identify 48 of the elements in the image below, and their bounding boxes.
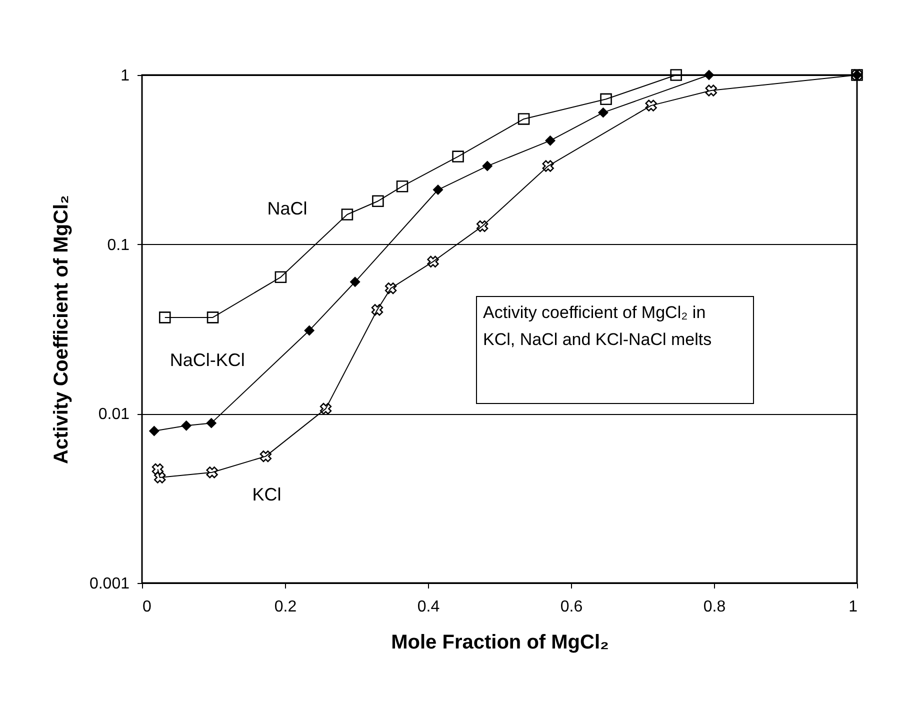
point: [154, 472, 166, 484]
point: [600, 93, 612, 106]
point: [181, 420, 192, 431]
series-label: NaCl-KCl: [170, 350, 245, 370]
point: [598, 107, 608, 118]
point: [206, 312, 219, 324]
point: [158, 312, 171, 324]
point: [427, 256, 439, 268]
point: [152, 463, 164, 476]
point: [432, 184, 444, 196]
point: [372, 195, 384, 207]
point: [350, 276, 360, 288]
x-tick-label: 0.4: [417, 598, 440, 616]
y-tick-label: 0.1: [107, 236, 130, 254]
point: [476, 220, 488, 232]
x-tick-label: 0: [142, 598, 152, 616]
point: [396, 180, 408, 192]
point: [260, 450, 272, 462]
point: [341, 208, 354, 220]
point: [304, 325, 315, 336]
point: [518, 113, 530, 125]
point: [542, 160, 554, 172]
x-tick-label: 0.8: [703, 598, 726, 616]
point: [705, 84, 717, 96]
point: [704, 70, 714, 80]
x-tick-label: 0.6: [560, 598, 583, 616]
series-label: KCl: [252, 484, 282, 504]
x-axis-title: Mole Fraction of MgCl₂: [391, 632, 609, 654]
point: [384, 282, 397, 294]
y-tick-label: 1: [120, 68, 130, 84]
point: [482, 160, 493, 172]
point: [274, 271, 287, 284]
text-box: Activity coefficient of MgCl₂ in KCl, NaCl and KCl-NaCl melts: [476, 296, 754, 404]
x-tick-label: 1: [848, 598, 858, 616]
point: [670, 69, 682, 81]
point: [371, 304, 384, 316]
y-axis-title: Activity Coefficient of MgCl₂: [50, 195, 72, 464]
series-label: NaCl: [267, 198, 308, 219]
y-tick-label: 0.01: [98, 406, 130, 424]
y-tick-label: 0.001: [89, 576, 130, 592]
point: [645, 100, 657, 112]
point: [148, 426, 160, 436]
point: [206, 418, 217, 428]
point: [206, 466, 218, 478]
point: [320, 402, 332, 415]
point: [452, 150, 464, 162]
x-tick-label: 0.2: [274, 598, 297, 616]
point: [545, 135, 556, 146]
